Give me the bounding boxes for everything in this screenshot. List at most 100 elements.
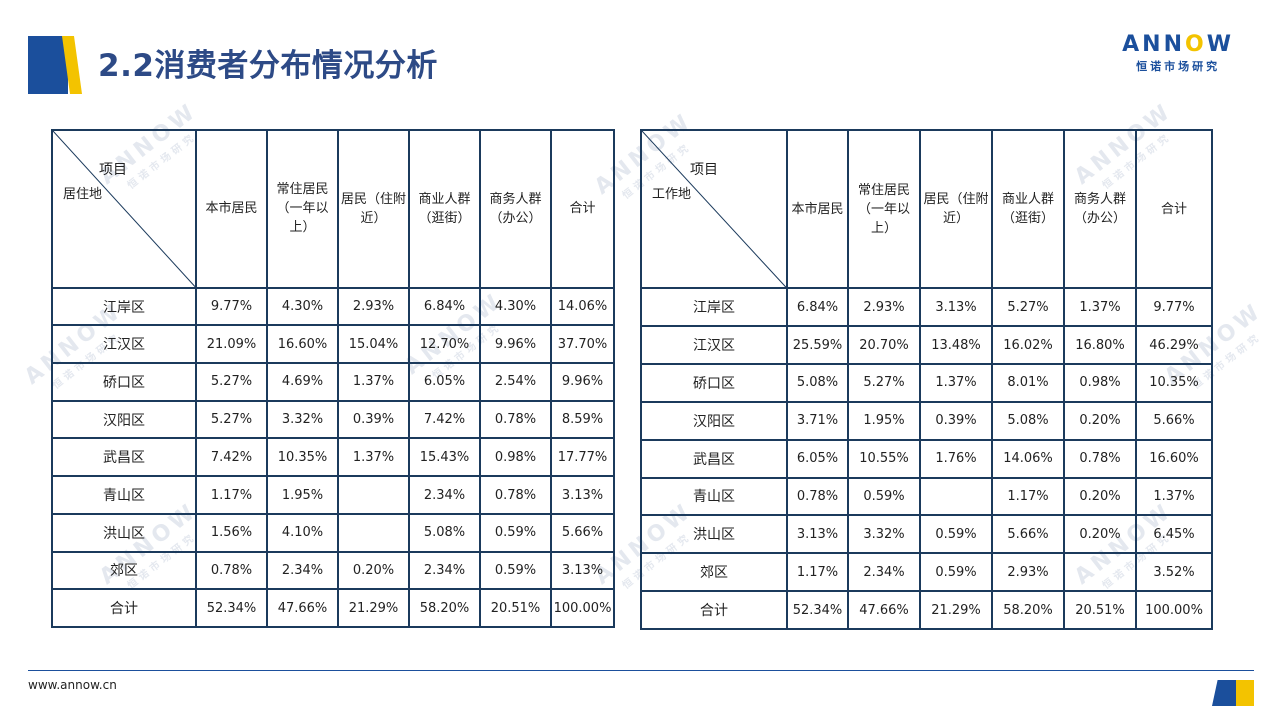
corner-label-item: 项目 xyxy=(99,162,127,178)
header-row: 项目 居住地 本市居民 常住居民（一年以上） 居民（住附近） 商业人群（逛街） … xyxy=(51,129,615,289)
percent-cell: 100.00% xyxy=(550,588,615,628)
percent-cell: 1.37% xyxy=(337,362,410,402)
table-row: 江汉区 25.59% 20.70% 13.48% 16.02% 16.80% 46.29% xyxy=(640,325,1213,365)
table-row: 汉阳区 5.27% 3.32% 0.39% 7.42% 0.78% 8.59% xyxy=(51,399,615,440)
logo-subtitle: 恒诺市场研究 xyxy=(1136,60,1221,73)
page-title: 2.2消费者分布情况分析 xyxy=(98,48,438,84)
percent-cell: 17.77% xyxy=(550,437,615,478)
percent-cell: 2.34% xyxy=(266,550,339,591)
percent-cell: 2.93% xyxy=(847,287,921,328)
percent-cell: 6.84% xyxy=(786,287,849,328)
logo-wordmark: ANNOW xyxy=(1122,32,1234,57)
table-row: 武昌区 6.05% 10.55% 1.76% 14.06% 0.78% 16.60% xyxy=(640,438,1213,479)
table-row: 汉阳区 3.71% 1.95% 0.39% 5.08% 0.20% 5.66% xyxy=(640,400,1213,441)
table-row: 洪山区 3.13% 3.32% 0.59% 5.66% 0.20% 6.45% xyxy=(640,514,1213,555)
percent-cell: 3.52% xyxy=(1135,552,1213,593)
table-row: 江岸区 6.84% 2.93% 3.13% 5.27% 1.37% 9.77% xyxy=(640,287,1213,328)
percent-cell: 5.66% xyxy=(991,514,1065,555)
percent-cell: 5.08% xyxy=(991,400,1065,441)
percent-cell: 46.29% xyxy=(1135,325,1213,365)
percent-cell: 2.54% xyxy=(479,362,552,402)
percent-cell: 4.10% xyxy=(266,512,339,553)
percent-cell: 5.66% xyxy=(550,512,615,553)
percent-cell: 3.13% xyxy=(550,550,615,591)
percent-cell: 0.78% xyxy=(479,399,552,440)
percent-cell: 9.96% xyxy=(550,362,615,402)
percent-cell: 6.84% xyxy=(408,286,481,327)
column-header: 合计 xyxy=(550,129,615,289)
percent-cell: 0.78% xyxy=(786,476,849,517)
percent-cell: 12.70% xyxy=(408,324,481,365)
footer-yellow-block xyxy=(1236,680,1254,706)
row-district-name: 洪山区 xyxy=(640,514,788,555)
row-district-name: 江汉区 xyxy=(51,324,197,365)
row-district-name: 汉阳区 xyxy=(51,399,197,440)
percent-cell: 4.30% xyxy=(479,286,552,327)
percent-cell: 1.76% xyxy=(919,438,993,479)
percent-cell: 0.39% xyxy=(337,399,410,440)
table-row: 硚口区 5.08% 5.27% 1.37% 8.01% 0.98% 10.35% xyxy=(640,362,1213,403)
percent-cell: 0.20% xyxy=(1063,476,1137,517)
percent-cell: 2.34% xyxy=(408,475,481,515)
percent-cell: 10.35% xyxy=(266,437,339,478)
column-header: 本市居民 xyxy=(786,128,849,290)
percent-cell: 14.06% xyxy=(991,438,1065,479)
percent-cell xyxy=(919,476,993,517)
percent-cell: 37.70% xyxy=(550,324,615,365)
percent-cell: 2.34% xyxy=(847,552,921,593)
column-header: 常住居民（一年以上） xyxy=(266,129,339,289)
percent-cell: 9.96% xyxy=(479,324,552,365)
percent-cell: 47.66% xyxy=(847,590,921,630)
row-district-name: 武昌区 xyxy=(51,437,197,478)
table-row: 青山区 0.78% 0.59% 1.17% 0.20% 1.37% xyxy=(640,476,1213,517)
percent-cell: 4.30% xyxy=(266,286,339,327)
table-row: 郊区 1.17% 2.34% 0.59% 2.93% 3.52% xyxy=(640,552,1213,593)
percent-cell: 21.29% xyxy=(919,590,993,630)
percent-cell: 3.71% xyxy=(786,400,849,441)
row-district-name: 硚口区 xyxy=(51,362,197,402)
percent-cell: 2.93% xyxy=(991,552,1065,593)
row-district-name: 郊区 xyxy=(51,550,197,591)
total-row: 合计 52.34% 47.66% 21.29% 58.20% 20.51% 100.00% xyxy=(51,588,615,628)
percent-cell: 7.42% xyxy=(408,399,481,440)
percent-cell: 5.08% xyxy=(786,362,849,403)
table-row: 郊区 0.78% 2.34% 0.20% 2.34% 0.59% 3.13% xyxy=(51,550,615,591)
brand-logo: ANNOW 恒诺市场研究 xyxy=(1122,34,1234,74)
column-header: 商务人群（办公） xyxy=(479,129,552,289)
header-row: 项目 工作地 本市居民 常住居民（一年以上） 居民（住附近） 商业人群（逛街） … xyxy=(640,128,1213,290)
percent-cell: 7.42% xyxy=(195,437,268,478)
percent-cell: 0.59% xyxy=(479,512,552,553)
column-header: 商业人群（逛街） xyxy=(991,128,1065,290)
percent-cell: 5.27% xyxy=(847,362,921,403)
percent-cell: 10.55% xyxy=(847,438,921,479)
percent-cell: 6.05% xyxy=(786,438,849,479)
percent-cell: 21.29% xyxy=(337,588,410,628)
percent-cell: 52.34% xyxy=(786,590,849,630)
percent-cell: 5.08% xyxy=(408,512,481,553)
percent-cell xyxy=(337,512,410,553)
percent-cell: 0.20% xyxy=(337,550,410,591)
percent-cell: 0.78% xyxy=(1063,438,1137,479)
percent-cell: 1.17% xyxy=(195,475,268,515)
column-header: 居民（住附近） xyxy=(337,129,410,289)
percent-cell: 0.59% xyxy=(479,550,552,591)
total-row: 合计 52.34% 47.66% 21.29% 58.20% 20.51% 100.00% xyxy=(640,590,1213,630)
percent-cell: 13.48% xyxy=(919,325,993,365)
corner-label-workplace: 工作地 xyxy=(652,187,692,202)
row-district-name: 汉阳区 xyxy=(640,400,788,441)
corner-header-cell: 项目 居住地 xyxy=(51,129,197,289)
percent-cell: 1.17% xyxy=(991,476,1065,517)
percent-cell: 0.59% xyxy=(919,552,993,593)
percent-cell: 15.43% xyxy=(408,437,481,478)
column-header: 常住居民（一年以上） xyxy=(847,128,921,290)
percent-cell: 1.56% xyxy=(195,512,268,553)
percent-cell: 5.27% xyxy=(195,399,268,440)
row-district-name: 江汉区 xyxy=(640,325,788,365)
percent-cell: 4.69% xyxy=(266,362,339,402)
row-district-name: 洪山区 xyxy=(51,512,197,553)
row-district-name: 青山区 xyxy=(640,476,788,517)
percent-cell: 1.37% xyxy=(1063,287,1137,328)
column-header: 商业人群（逛街） xyxy=(408,129,481,289)
percent-cell: 1.95% xyxy=(847,400,921,441)
row-district-name: 江岸区 xyxy=(51,286,197,327)
